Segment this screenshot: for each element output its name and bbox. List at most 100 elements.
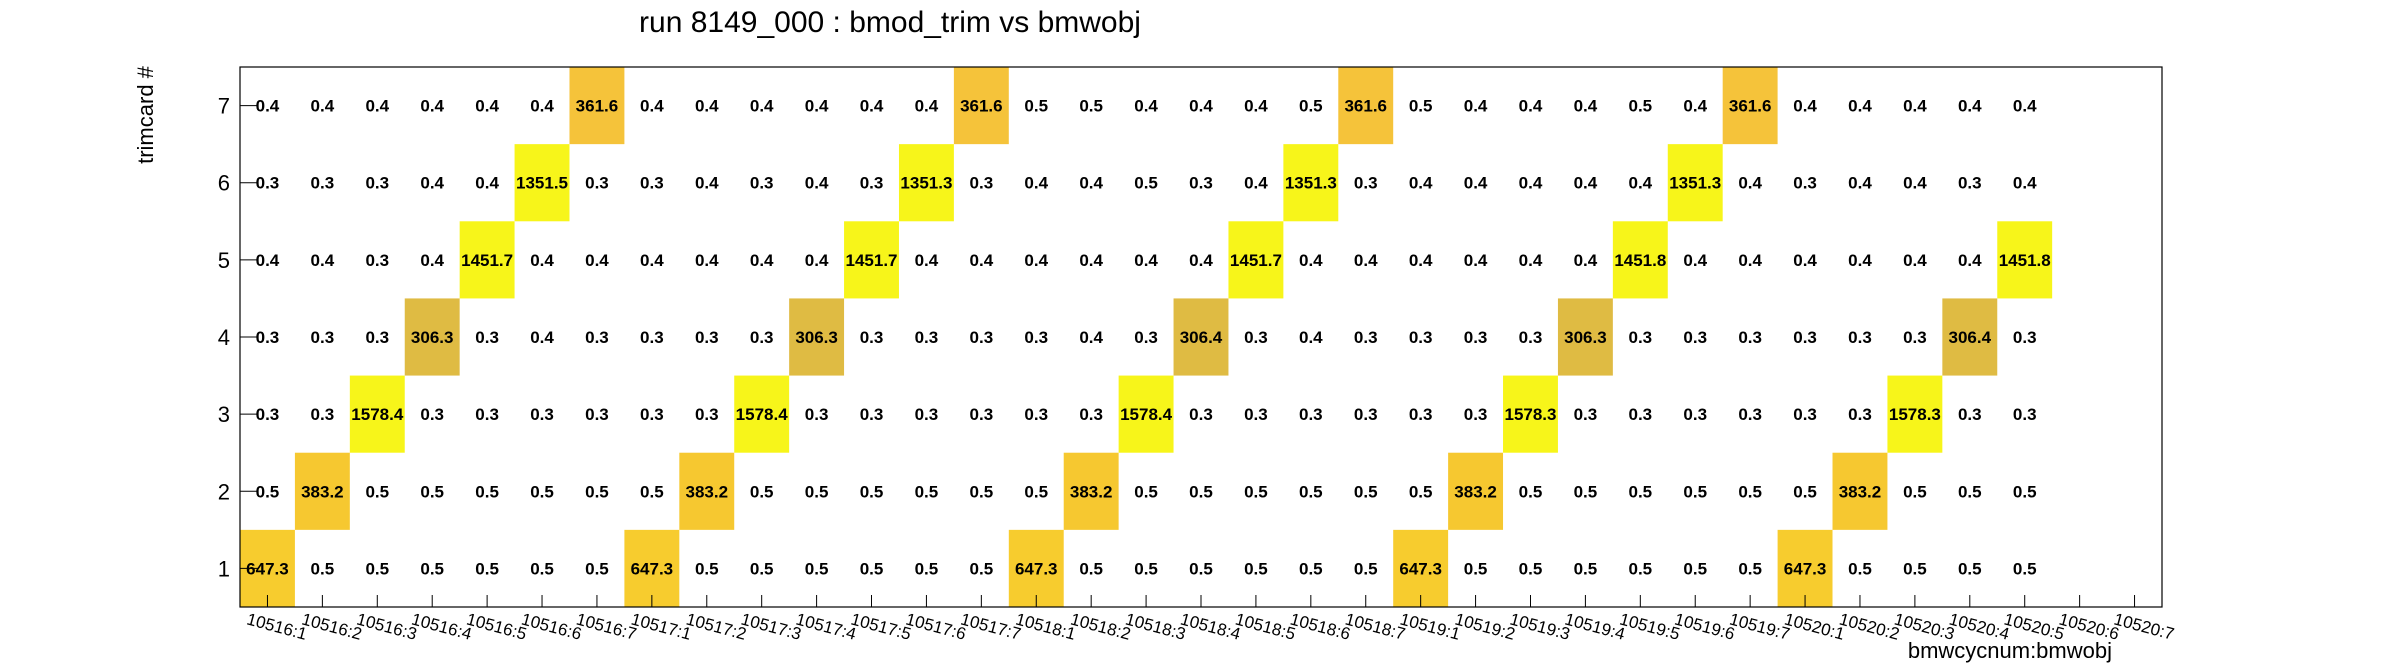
cell-value-label: 0.4 [1848,97,1872,116]
cell-value-label: 0.5 [1683,482,1707,501]
cell-value-label: 0.4 [1903,174,1927,193]
cell-value-label: 0.5 [2013,482,2037,501]
cell-value-label: 1451.7 [461,251,513,270]
heatmap-cell [1667,144,1723,222]
cell-value-label: 0.3 [1958,405,1982,424]
cell-value-label: 0.3 [1189,405,1213,424]
cell-value-label: 0.5 [365,482,389,501]
heatmap-cell [1173,298,1229,376]
cell-value-label: 0.5 [1354,559,1378,578]
cell-value-label: 0.4 [1409,174,1433,193]
cell-value-label: 0.4 [750,251,774,270]
cell-value-label: 0.3 [2013,405,2037,424]
cell-value-label: 0.4 [1628,174,1652,193]
cell-value-label: 0.4 [475,97,499,116]
cell-value-label: 0.4 [530,328,554,347]
cell-value-label: 0.5 [1299,559,1323,578]
cell-value-label: 0.4 [1519,174,1543,193]
cell-value-label: 0.3 [475,405,499,424]
cell-value-label: 0.3 [256,328,280,347]
x-axis-title: bmwcycnum:bmwobj [1908,638,2112,663]
cell-value-label: 0.4 [695,251,719,270]
heatmap-cell [1722,67,1778,145]
heatmap-cell [1448,452,1504,530]
cell-value-label: 0.4 [420,251,444,270]
cell-value-label: 0.3 [695,405,719,424]
cell-value-label: 0.3 [640,174,664,193]
cell-value-label: 0.4 [640,97,664,116]
cell-value-label: 0.3 [1464,405,1488,424]
cell-value-label: 0.4 [1574,174,1598,193]
cell-value-label: 0.4 [1848,174,1872,193]
cell-value-label: 0.5 [1024,97,1048,116]
cell-value-label: 0.5 [1024,482,1048,501]
cell-value-label: 0.4 [311,251,335,270]
heatmap-cell [1283,144,1339,222]
cell-value-label: 0.4 [860,97,884,116]
chart-title: run 8149_000 : bmod_trim vs bmwobj [639,6,1141,39]
cell-value-label: 0.3 [475,328,499,347]
cell-value-label: 0.4 [1574,97,1598,116]
cell-value-label: 0.4 [1079,174,1103,193]
cell-value-label: 0.5 [585,559,609,578]
heatmap-cell [404,298,460,376]
cell-value-label: 0.3 [1903,328,1927,347]
heatmap-cell [1338,67,1394,145]
cell-value-label: 0.5 [1299,97,1323,116]
cell-value-label: 0.5 [530,559,554,578]
y-tick-label: 4 [218,325,230,350]
y-tick-label: 5 [218,248,230,273]
cell-value-label: 0.4 [1354,251,1378,270]
cell-value-label: 0.4 [1683,251,1707,270]
heatmap-cell [898,144,954,222]
cell-value-label: 0.4 [530,97,554,116]
cell-value-label: 0.5 [750,482,774,501]
cell-value-label: 0.3 [256,174,280,193]
heatmap-cell [569,67,625,145]
cell-value-label: 1351.3 [900,174,952,193]
cell-value-label: 361.6 [576,97,619,116]
cell-value-label: 0.3 [1793,174,1817,193]
cell-value-label: 0.4 [530,251,554,270]
cell-value-label: 0.4 [915,251,939,270]
cell-value-label: 0.3 [311,405,335,424]
cell-value-label: 0.3 [365,174,389,193]
cell-value-label: 0.5 [970,559,994,578]
cell-value-label: 0.4 [1519,251,1543,270]
cell-value-label: 0.3 [1409,328,1433,347]
cell-value-label: 0.5 [1134,559,1158,578]
cell-value-label: 0.3 [1628,328,1652,347]
y-tick-label: 6 [218,171,230,196]
y-axis-ticks: 1 2 3 4 5 6 7 [218,94,258,581]
cell-value-label: 0.4 [311,97,335,116]
cell-value-label: 0.4 [1189,251,1213,270]
cell-value-label: 0.5 [1958,559,1982,578]
cell-value-label: 0.3 [915,405,939,424]
cell-value-label: 0.5 [1464,559,1488,578]
heatmap-cell [734,375,790,453]
cell-value-label: 0.4 [1464,174,1488,193]
cell-value-label: 0.3 [1519,328,1543,347]
cell-value-label: 1578.4 [1120,405,1173,424]
cell-value-label: 0.4 [585,251,609,270]
cell-value-label: 0.4 [365,97,389,116]
cell-value-label: 647.3 [1784,559,1827,578]
cell-value-label: 1578.4 [736,405,789,424]
cell-value-label: 0.5 [530,482,554,501]
cell-value-label: 0.5 [1738,559,1762,578]
heatmap-cells [240,67,2053,607]
cell-value-label: 1578.3 [1504,405,1556,424]
cell-value-label: 0.4 [1958,97,1982,116]
cell-value-label: 0.3 [1189,174,1213,193]
y-axis-title: trimcard # [133,65,158,164]
cell-value-label: 0.3 [585,328,609,347]
heatmap-cell [789,298,845,376]
cell-value-label: 0.3 [1409,405,1433,424]
cell-value-label: 0.3 [1958,174,1982,193]
cell-value-label: 0.4 [1738,251,1762,270]
cell-value-label: 1578.3 [1889,405,1941,424]
cell-value-label: 0.4 [256,97,280,116]
heatmap-cell [1063,452,1119,530]
cell-value-label: 0.3 [970,174,994,193]
cell-value-label: 0.4 [1024,251,1048,270]
